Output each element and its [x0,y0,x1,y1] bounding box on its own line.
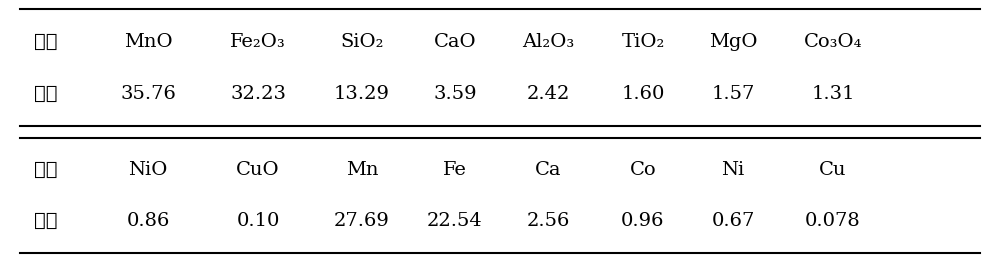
Text: Co: Co [630,161,656,179]
Text: 2.56: 2.56 [526,212,570,230]
Text: 1.57: 1.57 [711,85,755,102]
Text: NiO: NiO [128,161,168,179]
Text: Co₃O₄: Co₃O₄ [804,33,862,51]
Text: 1.31: 1.31 [811,85,855,102]
Text: Fe: Fe [443,161,467,179]
Text: 0.67: 0.67 [711,212,755,230]
Text: 35.76: 35.76 [120,85,176,102]
Text: 含量: 含量 [34,85,58,102]
Text: 0.86: 0.86 [126,212,170,230]
Text: Al₂O₃: Al₂O₃ [522,33,574,51]
Text: Fe₂O₃: Fe₂O₃ [230,33,286,51]
Text: 3.59: 3.59 [433,85,477,102]
Text: 0.96: 0.96 [621,212,665,230]
Text: MnO: MnO [124,33,172,51]
Text: 0.10: 0.10 [236,212,280,230]
Text: 含量: 含量 [34,212,58,230]
Text: 元素: 元素 [34,161,58,179]
Text: Mn: Mn [346,161,378,179]
Text: 22.54: 22.54 [427,212,483,230]
Text: 0.078: 0.078 [805,212,861,230]
Text: MgO: MgO [709,33,757,51]
Text: Cu: Cu [819,161,847,179]
Text: 1.60: 1.60 [621,85,665,102]
Text: Ni: Ni [721,161,745,179]
Text: TiO₂: TiO₂ [621,33,665,51]
Text: Ca: Ca [535,161,561,179]
Text: 元素: 元素 [34,33,58,51]
Text: 32.23: 32.23 [230,85,286,102]
Text: CaO: CaO [434,33,476,51]
Text: 2.42: 2.42 [526,85,570,102]
Text: SiO₂: SiO₂ [340,33,384,51]
Text: CuO: CuO [236,161,280,179]
Text: 27.69: 27.69 [334,212,390,230]
Text: 13.29: 13.29 [334,85,390,102]
